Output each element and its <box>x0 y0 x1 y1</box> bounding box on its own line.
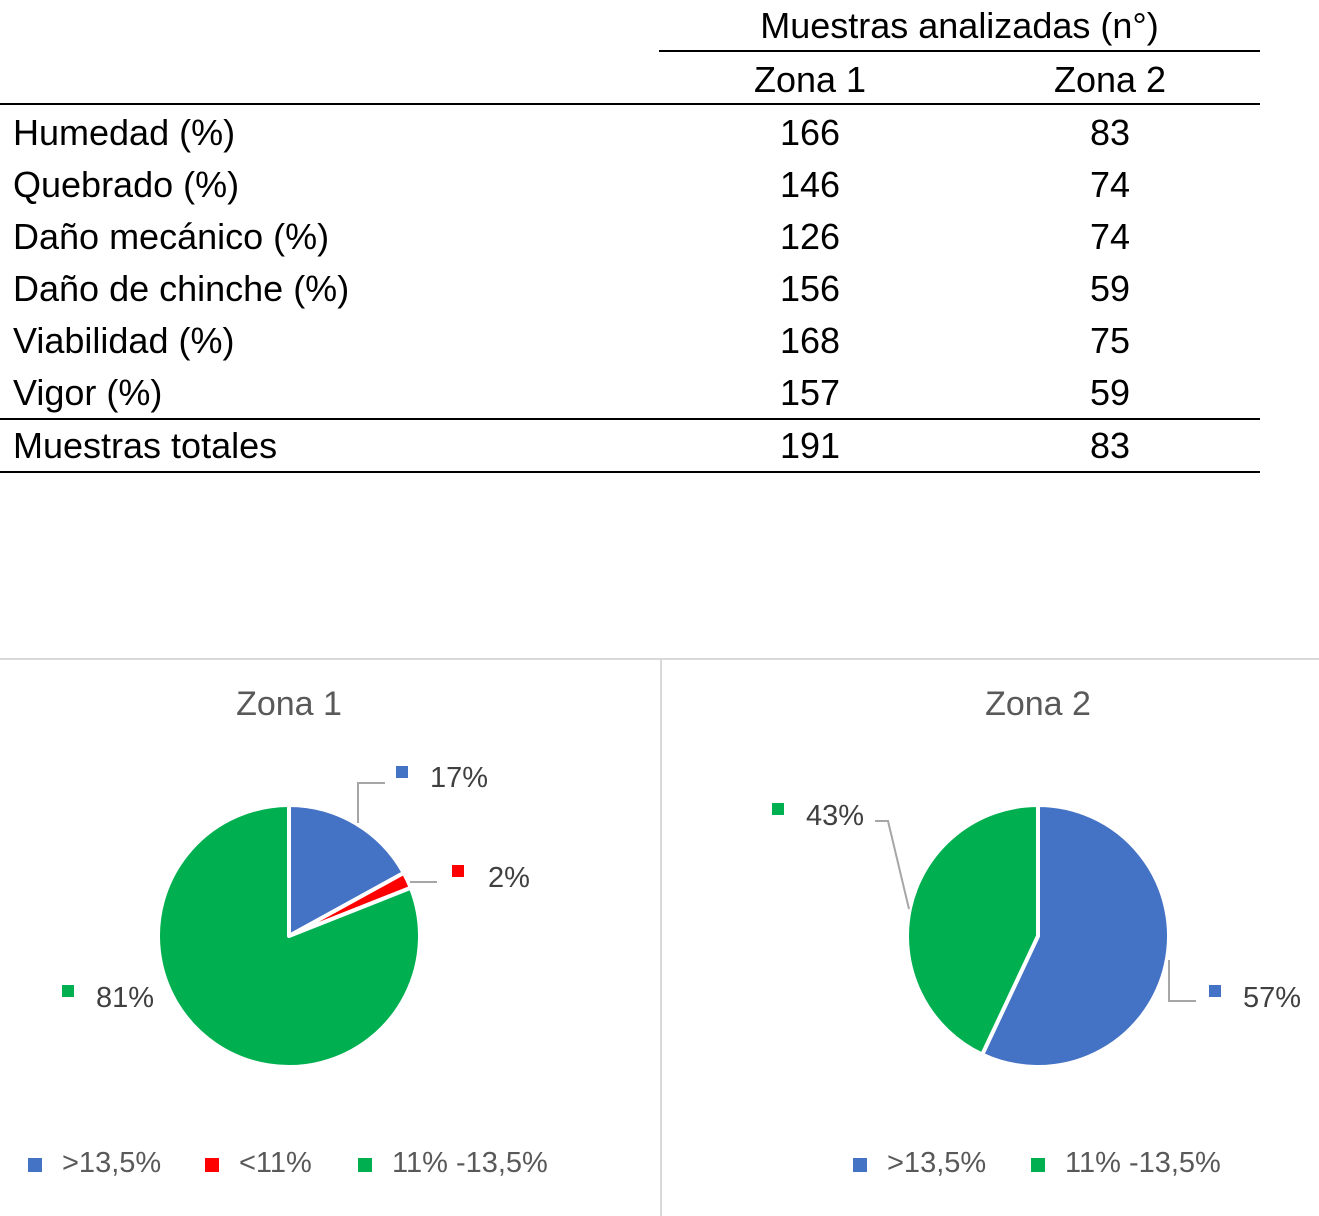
legend-label: 11% -13,5% <box>392 1147 548 1179</box>
cell-zona-2: 83 <box>1089 112 1131 153</box>
pie-slice-13-5 <box>980 803 1171 1069</box>
header-bottom-rule <box>0 103 1260 105</box>
pie-slice-11-13-5 <box>156 803 422 1069</box>
legend-label: <11% <box>239 1147 312 1179</box>
cell-zona-2: 75 <box>1089 320 1131 361</box>
cell-zona-2: 59 <box>1089 268 1131 309</box>
pie-slice-13-5 <box>287 803 406 938</box>
legend-swatch-13-5 <box>28 1158 42 1172</box>
data-label: 43% <box>806 800 864 832</box>
row-label: Daño mecánico (%) <box>13 216 330 257</box>
data-label-marker <box>772 803 784 815</box>
chart-title: Zona 1 <box>236 685 342 723</box>
data-label: 57% <box>1243 982 1301 1014</box>
row-label: Viabilidad (%) <box>13 320 235 361</box>
data-label-marker <box>452 865 464 877</box>
data-label: 81% <box>96 982 154 1014</box>
pie-charts-svg: Zona 117%2%81%>13,5% <11% 11% -13,5%Zona 2… <box>0 658 1319 1216</box>
total-zona-1: 191 <box>779 425 841 466</box>
legend-swatch-11 <box>205 1158 219 1172</box>
cell-zona-1: 126 <box>779 216 841 257</box>
total-label: Muestras totales <box>13 425 278 466</box>
legend-swatch-13-5 <box>853 1158 867 1172</box>
chart-title: Zona 2 <box>985 685 1091 723</box>
data-label: 2% <box>488 862 530 894</box>
cell-zona-1: 166 <box>779 112 841 153</box>
legend-label: 11% -13,5% <box>1065 1147 1221 1179</box>
total-zona-2: 83 <box>1089 425 1131 466</box>
row-label: Humedad (%) <box>13 112 236 153</box>
cell-zona-1: 156 <box>779 268 841 309</box>
data-label-marker <box>1209 985 1221 997</box>
legend-swatch-11-13-5 <box>358 1158 372 1172</box>
pie-slice-11-13-5 <box>905 803 1040 1057</box>
cell-zona-1: 146 <box>779 164 841 205</box>
row-label: Daño de chinche (%) <box>13 268 350 309</box>
header-divider <box>659 50 1260 52</box>
row-label: Vigor (%) <box>13 372 163 413</box>
cell-zona-2: 74 <box>1089 216 1131 257</box>
legend-swatch-11-13-5 <box>1031 1158 1045 1172</box>
data-label-marker <box>62 985 74 997</box>
column-header-zona-2: Zona 2 <box>1053 59 1167 100</box>
pie-chart-1: Zona 1 17% 2% 81% >13,5% <11% 11% -13,5% <box>28 685 548 1179</box>
table-bottom-rule <box>0 471 1260 473</box>
data-label-marker <box>396 766 408 778</box>
legend-label: >13,5% <box>62 1147 161 1179</box>
pie-chart-2: Zona 2 57% 43% >13,5% 11% -13,5% <box>772 685 1301 1179</box>
data-label: 17% <box>430 762 488 794</box>
table-group-header: Muestras analizadas (n°) <box>760 5 1159 46</box>
data-table: Muestras analizadas (n°) Zona 1 Zona 2 H… <box>0 0 1319 480</box>
charts-area: Zona 1 17% 2% 81% >13,5% <11% 11% -13,5% Zona 2… <box>0 658 1319 1216</box>
cell-zona-2: 59 <box>1089 372 1131 413</box>
leader-line <box>875 820 910 910</box>
row-label: Quebrado (%) <box>13 164 240 205</box>
cell-zona-1: 157 <box>779 372 841 413</box>
legend-label: >13,5% <box>887 1147 986 1179</box>
cell-zona-2: 74 <box>1089 164 1131 205</box>
total-top-rule <box>0 418 1260 420</box>
column-header-zona-1: Zona 1 <box>753 59 867 100</box>
leader-line <box>1168 960 1196 1002</box>
cell-zona-1: 168 <box>779 320 841 361</box>
leader-line <box>357 782 385 823</box>
